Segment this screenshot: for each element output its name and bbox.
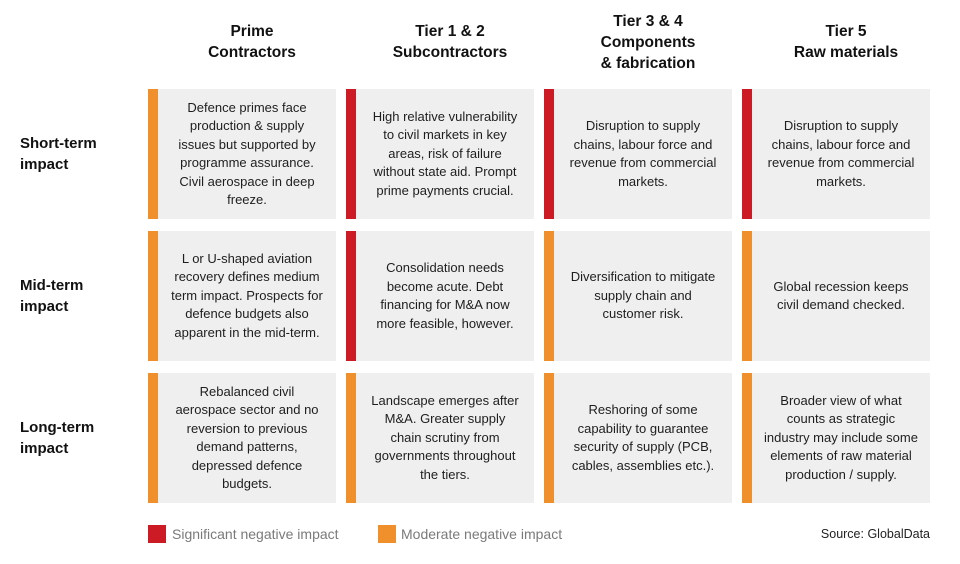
impact-cell: Consolidation needs become acute. Debt f… [346,231,534,361]
impact-cell: Diversification to mitigate supply chain… [544,231,732,361]
moderate-impact-bar [544,231,554,361]
row-label: Short-term impact [20,133,140,175]
impact-cell: Disruption to supply chains, labour forc… [544,89,732,219]
moderate-impact-bar [148,231,158,361]
impact-cell-text: Consolidation needs become acute. Debt f… [376,260,514,331]
impact-cell-text: Reshoring of some capability to guarante… [571,402,715,473]
impact-cell-text: Landscape emerges after M&A. Greater sup… [371,392,519,482]
significant-impact-bar [346,231,356,361]
moderate-impact-bar [742,373,752,503]
row-label-line: Mid-term [20,277,84,294]
row-label-line: impact [20,156,69,173]
column-header-line: & fabrication [600,55,696,72]
column-header-line: Tier 3 & 4 [613,13,683,30]
impact-cell: Global recession keeps civil demand chec… [742,231,930,361]
column-header: Tier 5 Raw materials [751,21,941,63]
significant-impact-bar [346,89,356,219]
row-label-line: Short-term [20,135,97,152]
impact-cell-text: Rebalanced civil aerospace sector and no… [175,383,319,492]
row-label-line: Long-term [20,419,95,436]
impact-cell-text: Disruption to supply chains, labour forc… [569,118,717,189]
column-header-line: Tier 1 & 2 [415,23,485,40]
significant-legend-label: Significant negative impact [172,526,339,542]
column-header: Tier 1 & 2 Subcontractors [355,21,545,63]
column-header: Prime Contractors [157,21,347,63]
impact-cell: Disruption to supply chains, labour forc… [742,89,930,219]
moderate-legend-swatch [378,525,396,543]
significant-impact-bar [742,89,752,219]
column-header-line: Subcontractors [392,44,508,61]
column-header-line: Prime [230,23,274,40]
moderate-impact-bar [544,373,554,503]
column-header-line: Contractors [208,44,296,61]
column-header: Tier 3 & 4 Components & fabrication [553,11,743,74]
impact-cell-text: L or U-shaped aviation recovery defines … [171,250,323,340]
impact-cell: High relative vulnerability to civil mar… [346,89,534,219]
row-label: Mid-term impact [20,275,140,317]
impact-cell: L or U-shaped aviation recovery defines … [148,231,336,361]
significant-legend-swatch [148,525,166,543]
source-credit: Source: GlobalData [820,527,930,541]
impact-cell: Rebalanced civil aerospace sector and no… [148,373,336,503]
significant-impact-bar [544,89,554,219]
impact-cell-text: Global recession keeps civil demand chec… [773,278,909,313]
impact-cell: Defence primes face production & supply … [148,89,336,219]
moderate-impact-bar [148,89,158,219]
impact-cell-text: High relative vulnerability to civil mar… [372,108,518,198]
impact-cell-text: Defence primes face production & supply … [178,99,316,208]
moderate-impact-bar [148,373,158,503]
impact-cell: Broader view of what counts as strategic… [742,373,930,503]
moderate-impact-bar [742,231,752,361]
row-label-line: impact [20,298,69,315]
column-header-line: Components [600,34,696,51]
impact-cell: Reshoring of some capability to guarante… [544,373,732,503]
impact-cell-text: Disruption to supply chains, labour forc… [767,118,915,189]
moderate-impact-bar [346,373,356,503]
column-header-line: Raw materials [793,44,899,61]
row-label-line: impact [20,440,69,457]
column-header-line: Tier 5 [825,23,867,40]
impact-cell-text: Diversification to mitigate supply chain… [570,269,716,322]
moderate-legend-label: Moderate negative impact [401,526,563,542]
impact-cell: Landscape emerges after M&A. Greater sup… [346,373,534,503]
impact-cell-text: Broader view of what counts as strategic… [764,392,918,482]
row-label: Long-term impact [20,417,140,459]
